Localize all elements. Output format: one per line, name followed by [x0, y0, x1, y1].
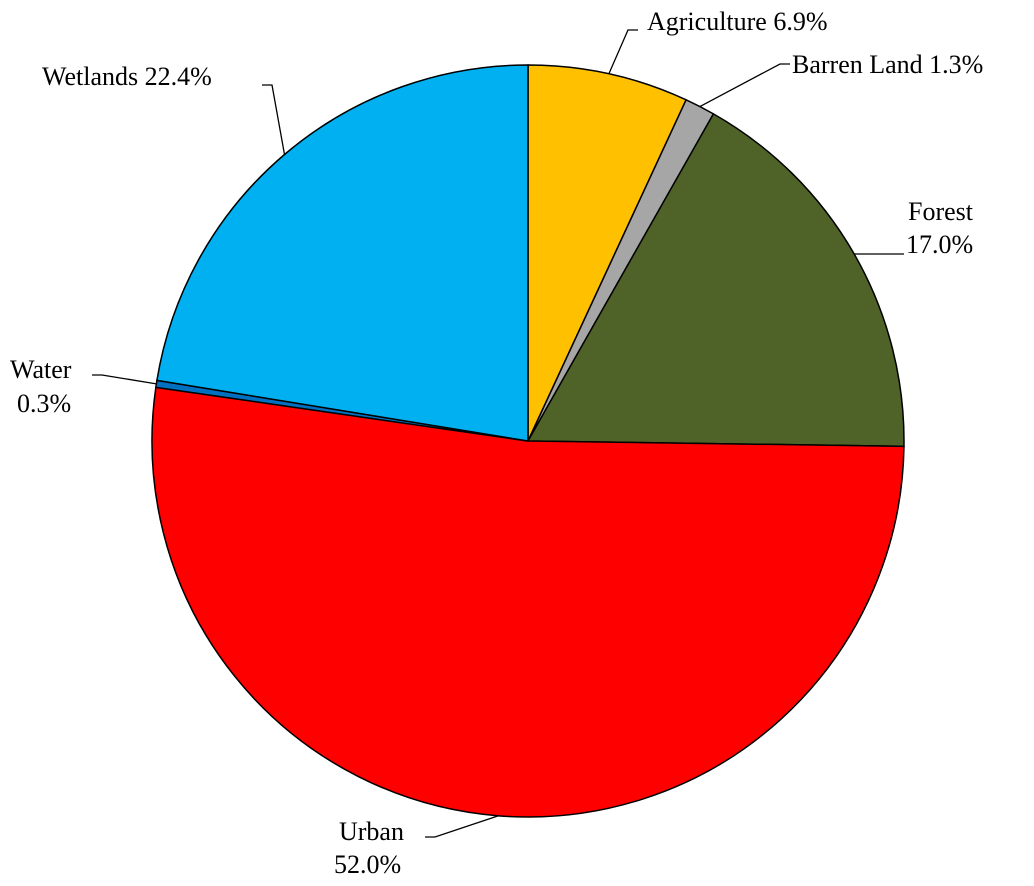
label-agriculture-pct: 6.9%	[773, 7, 827, 36]
label-water-pct: 0.3%	[17, 389, 71, 418]
leader-lines	[92, 29, 904, 838]
leader-line-barren-land	[699, 63, 790, 108]
leader-line-water	[92, 374, 157, 385]
label-wetlands: Wetlands 22.4%	[42, 62, 212, 91]
pie-slice-forest	[526, 112, 905, 448]
label-forest-name: Forest	[908, 197, 974, 226]
pie-slice-urban	[151, 386, 905, 818]
label-urban-pct: 52.0%	[334, 850, 401, 879]
label-agriculture: Agriculture 6.9%	[647, 7, 828, 36]
label-forest-pct: 17.0%	[906, 230, 973, 259]
pie-slices	[151, 64, 905, 818]
pie-slice-agriculture	[527, 64, 688, 442]
leader-line-wetlands	[262, 84, 286, 155]
label-barren-land: Barren Land 1.3%	[792, 50, 983, 79]
pie-slice-wetlands	[156, 64, 529, 442]
leader-line-agriculture	[608, 29, 638, 75]
label-urban-name: Urban	[339, 817, 404, 846]
label-wetlands-name: Wetlands	[42, 62, 138, 91]
label-wetlands-pct: 22.4%	[145, 62, 212, 91]
label-barren-land-pct: 1.3%	[929, 50, 983, 79]
leader-line-urban	[425, 815, 499, 838]
label-water-name: Water	[10, 355, 72, 384]
label-barren-land-name: Barren Land	[792, 50, 923, 79]
label-agriculture-name: Agriculture	[647, 7, 767, 36]
